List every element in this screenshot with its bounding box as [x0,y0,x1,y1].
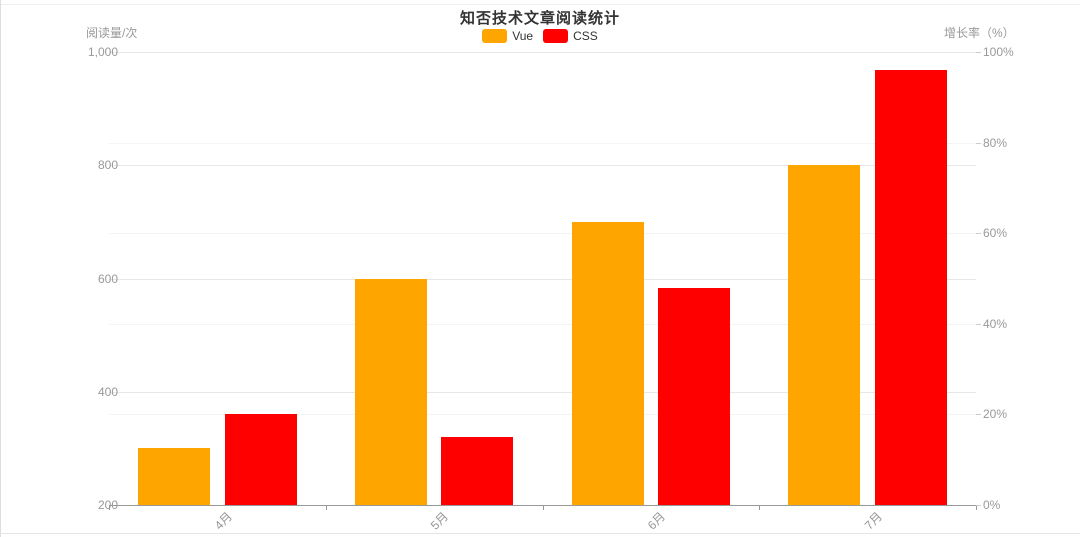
y-axis-tick-right-0 [976,505,981,506]
legend-label-vue: Vue [512,29,534,43]
y-axis-tick-right-40 [976,323,981,325]
bar-css-4月[interactable] [224,414,297,505]
y-tick-label-left-600: 600 [97,271,118,286]
gridline-major-400 [109,391,976,393]
left-axis-title: 阅读量/次 [86,26,138,40]
x-axis-tick-2 [542,505,544,510]
legend-item-vue[interactable]: Vue [482,29,533,43]
legend-item-css[interactable]: CSS [543,29,598,43]
x-axis-tick-4 [976,505,977,510]
y-tick-label-left-400: 400 [97,384,118,399]
legend-swatch-vue [482,29,508,43]
y-tick-label-right-60: 60% [983,226,1008,241]
left-border [0,0,1,537]
y-tick-label-right-0: 0% [983,498,1001,512]
gridline-minor-40 [109,323,976,325]
y-tick-label-right-20: 20% [983,407,1008,422]
legend-swatch-css [543,29,569,43]
y-tick-label-right-40: 40% [983,316,1008,331]
bar-css-7月[interactable] [874,70,947,505]
y-axis-tick-right-80 [976,142,981,144]
gridline-minor-80 [109,142,976,144]
bar-vue-4月[interactable] [138,448,211,505]
x-axis-tick-0 [109,505,110,510]
x-category-label-7月: 7月 [861,509,885,533]
y-tick-label-left-1000: 1,000 [87,45,118,59]
legend-label-css: CSS [573,29,598,43]
bar-vue-5月[interactable] [354,278,427,505]
y-tick-label-right-80: 80% [983,135,1008,150]
y-tick-label-right-100: 100% [983,45,1014,59]
y-axis-tick-right-60 [976,233,981,235]
gridline-major-800 [109,165,976,167]
bar-vue-7月[interactable] [788,165,861,505]
gridline-minor-60 [109,233,976,235]
y-axis-tick-right-20 [976,414,981,416]
x-axis-tick-3 [759,505,761,510]
right-axis-title: 增长率（%） [944,26,1015,40]
bar-css-5月[interactable] [441,437,514,505]
gridline-minor-20 [109,414,976,416]
bottom-border [0,533,1080,534]
x-category-label-4月: 4月 [211,509,235,533]
legend: Vue CSS [0,28,1080,44]
x-axis-tick-1 [325,505,327,510]
x-category-label-5月: 5月 [428,509,452,533]
gridline-major-1000 [109,52,976,53]
chart-title: 知否技术文章阅读统计 [459,10,620,27]
bar-vue-6月[interactable] [571,221,644,505]
y-axis-tick-right-100 [976,52,981,53]
gridline-major-600 [109,278,976,280]
top-border [0,4,1080,5]
y-tick-label-left-800: 800 [97,158,118,173]
x-category-label-6月: 6月 [645,509,669,533]
bar-css-6月[interactable] [658,287,731,505]
y-tick-label-left-200: 200 [97,498,118,512]
